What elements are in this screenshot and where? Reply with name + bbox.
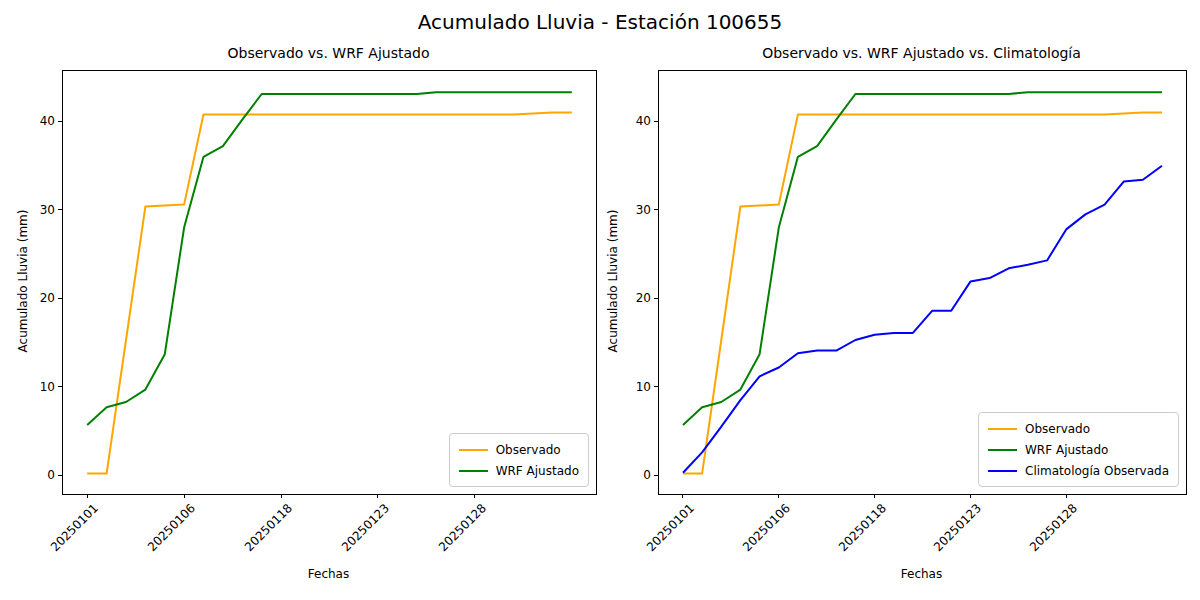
y-tick-mark bbox=[654, 121, 658, 122]
subplot-left-plot-area: ObservadoWRF Ajustado 202501012025010620… bbox=[62, 70, 597, 495]
y-tick-label: 30 bbox=[636, 202, 651, 218]
y-tick-label: 30 bbox=[40, 202, 55, 218]
x-tick-mark bbox=[778, 494, 779, 498]
legend-label: WRF Ajustado bbox=[1025, 443, 1108, 457]
x-tick-mark bbox=[874, 494, 875, 498]
series-line-observado bbox=[87, 113, 572, 474]
y-tick-mark bbox=[58, 475, 62, 476]
y-tick-label: 0 bbox=[643, 467, 651, 483]
y-tick-label: 10 bbox=[40, 379, 55, 395]
y-tick-mark bbox=[58, 209, 62, 210]
subplot-left-title: Observado vs. WRF Ajustado bbox=[62, 45, 595, 61]
x-tick-label: 20250118 bbox=[242, 501, 295, 554]
legend-line-swatch bbox=[988, 428, 1017, 430]
subplot-left-legend: Observado WRF Ajustado bbox=[449, 433, 589, 487]
y-tick-mark bbox=[654, 475, 658, 476]
x-tick-label: 20250128 bbox=[1027, 501, 1080, 554]
figure: Acumulado Lluvia - Estación 100655 Obser… bbox=[0, 0, 1200, 600]
subplot-right-x-axis-label: Fechas bbox=[658, 567, 1185, 581]
y-tick-label: 40 bbox=[40, 113, 55, 129]
legend-item-observado: Observado bbox=[459, 439, 579, 460]
x-tick-mark bbox=[281, 494, 282, 498]
y-tick-mark bbox=[58, 121, 62, 122]
y-tick-label: 0 bbox=[47, 467, 55, 483]
y-tick-mark bbox=[654, 386, 658, 387]
subplot-right-y-axis-label: Acumulado Lluvia (mm) bbox=[606, 210, 620, 353]
legend-item-climatologia-observada: Climatología Observada bbox=[988, 460, 1169, 481]
y-tick-label: 10 bbox=[636, 379, 651, 395]
legend-label: WRF Ajustado bbox=[496, 464, 579, 478]
subplot-right-title: Observado vs. WRF Ajustado vs. Climatolo… bbox=[658, 45, 1185, 61]
x-tick-label: 20250106 bbox=[145, 501, 198, 554]
y-tick-label: 20 bbox=[636, 290, 651, 306]
x-tick-mark bbox=[474, 494, 475, 498]
legend-line-swatch bbox=[459, 449, 488, 451]
x-tick-label: 20250118 bbox=[835, 501, 888, 554]
subplot-left-x-axis-label: Fechas bbox=[62, 567, 595, 581]
y-tick-mark bbox=[58, 298, 62, 299]
x-tick-label: 20250123 bbox=[931, 501, 984, 554]
figure-title: Acumulado Lluvia - Estación 100655 bbox=[0, 10, 1200, 34]
legend-item-observado: Observado bbox=[988, 418, 1169, 439]
subplot-right-plot-area: Observado WRF Ajustado Climatología Observ… bbox=[658, 70, 1187, 495]
legend-item-wrf-ajustado: WRF Ajustado bbox=[988, 439, 1169, 460]
x-tick-label: 20250128 bbox=[436, 501, 489, 554]
series-line-wrf-ajustado bbox=[683, 92, 1162, 425]
legend-line-swatch bbox=[988, 470, 1017, 472]
x-tick-label: 20250101 bbox=[644, 501, 697, 554]
legend-item-wrf-ajustado: WRF Ajustado bbox=[459, 460, 579, 481]
x-tick-label: 20250101 bbox=[48, 501, 101, 554]
legend-label: Climatología Observada bbox=[1025, 464, 1169, 478]
x-tick-mark bbox=[1066, 494, 1067, 498]
subplot-right-legend: Observado WRF Ajustado Climatología Observ… bbox=[978, 412, 1179, 487]
x-tick-mark bbox=[87, 494, 88, 498]
legend-line-swatch bbox=[988, 449, 1017, 451]
x-tick-mark bbox=[970, 494, 971, 498]
x-tick-label: 20250123 bbox=[339, 501, 392, 554]
y-tick-mark bbox=[654, 209, 658, 210]
series-line-wrf-ajustado bbox=[87, 92, 572, 425]
x-tick-mark bbox=[377, 494, 378, 498]
subplot-left-y-axis-label: Acumulado Lluvia (mm) bbox=[16, 210, 30, 353]
y-tick-label: 20 bbox=[40, 290, 55, 306]
legend-label: Observado bbox=[496, 443, 561, 457]
y-tick-label: 40 bbox=[636, 113, 651, 129]
x-tick-mark bbox=[682, 494, 683, 498]
legend-label: Observado bbox=[1025, 422, 1090, 436]
legend-line-swatch bbox=[459, 470, 488, 472]
y-tick-mark bbox=[58, 386, 62, 387]
y-tick-mark bbox=[654, 298, 658, 299]
x-tick-label: 20250106 bbox=[740, 501, 793, 554]
x-tick-mark bbox=[184, 494, 185, 498]
subplot-left-series-canvas bbox=[63, 71, 596, 494]
